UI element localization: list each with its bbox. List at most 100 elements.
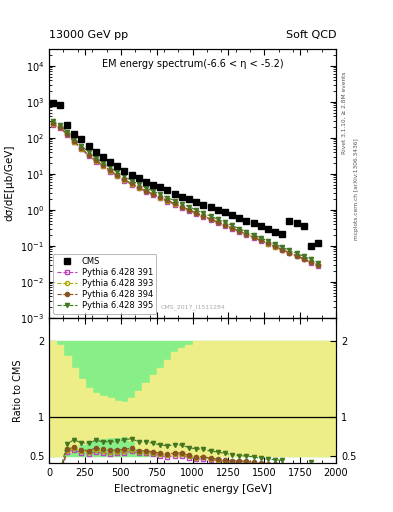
- Pythia 6.428 393: [143, 188, 148, 194]
- Pythia 6.428 393: [187, 207, 191, 213]
- Pythia 6.428 393: [222, 222, 227, 228]
- Pythia 6.428 395: [201, 210, 206, 216]
- Pythia 6.428 393: [180, 204, 184, 210]
- Line: Pythia 6.428 393: Pythia 6.428 393: [51, 122, 320, 267]
- Pythia 6.428 394: [237, 228, 242, 234]
- CMS: [301, 223, 306, 229]
- Pythia 6.428 391: [165, 199, 170, 205]
- CMS: [79, 136, 84, 142]
- Pythia 6.428 393: [158, 195, 163, 201]
- Pythia 6.428 393: [65, 131, 70, 137]
- Pythia 6.428 395: [280, 244, 285, 250]
- CMS: [251, 220, 256, 226]
- Pythia 6.428 395: [86, 149, 91, 155]
- Pythia 6.428 394: [151, 191, 156, 197]
- Pythia 6.428 395: [208, 213, 213, 219]
- CMS: [101, 154, 105, 160]
- Pythia 6.428 394: [222, 222, 227, 228]
- Line: Pythia 6.428 395: Pythia 6.428 395: [51, 119, 320, 265]
- Text: CMS_2017_I1511284: CMS_2017_I1511284: [160, 304, 225, 310]
- Pythia 6.428 395: [294, 250, 299, 257]
- Pythia 6.428 394: [309, 259, 313, 265]
- CMS: [309, 243, 313, 249]
- Text: Soft QCD: Soft QCD: [286, 30, 336, 40]
- CMS: [287, 218, 292, 224]
- CMS: [57, 102, 62, 108]
- Pythia 6.428 394: [180, 204, 184, 210]
- Pythia 6.428 395: [187, 204, 191, 210]
- Pythia 6.428 391: [194, 210, 198, 217]
- Pythia 6.428 395: [65, 129, 70, 135]
- CMS: [165, 187, 170, 194]
- CMS: [208, 204, 213, 210]
- CMS: [129, 173, 134, 179]
- Pythia 6.428 391: [309, 260, 313, 266]
- Pythia 6.428 394: [122, 176, 127, 182]
- Pythia 6.428 393: [244, 231, 249, 237]
- Pythia 6.428 391: [273, 244, 277, 250]
- CMS: [122, 168, 127, 174]
- Pythia 6.428 393: [136, 185, 141, 191]
- Pythia 6.428 395: [301, 253, 306, 260]
- Pythia 6.428 395: [258, 234, 263, 241]
- CMS: [172, 190, 177, 197]
- Pythia 6.428 393: [215, 219, 220, 225]
- Pythia 6.428 393: [294, 253, 299, 259]
- Pythia 6.428 391: [79, 146, 84, 153]
- Pythia 6.428 394: [79, 145, 84, 151]
- Pythia 6.428 395: [122, 173, 127, 179]
- Pythia 6.428 395: [287, 247, 292, 253]
- CMS: [266, 226, 270, 232]
- Pythia 6.428 394: [251, 234, 256, 240]
- CMS: [237, 215, 242, 221]
- Pythia 6.428 393: [79, 145, 84, 152]
- CMS: [50, 100, 55, 106]
- Pythia 6.428 395: [230, 222, 234, 228]
- Pythia 6.428 394: [280, 246, 285, 252]
- Pythia 6.428 394: [50, 120, 55, 126]
- Pythia 6.428 391: [72, 139, 77, 145]
- CMS: [316, 240, 320, 246]
- Pythia 6.428 391: [57, 125, 62, 131]
- Pythia 6.428 391: [50, 122, 55, 128]
- Pythia 6.428 393: [165, 198, 170, 204]
- Pythia 6.428 394: [115, 172, 119, 178]
- Pythia 6.428 395: [180, 201, 184, 207]
- CMS: [201, 202, 206, 208]
- Pythia 6.428 393: [208, 216, 213, 222]
- Y-axis label: dσ/dE[μb/GeV]: dσ/dE[μb/GeV]: [5, 145, 15, 222]
- CMS: [86, 143, 91, 149]
- Pythia 6.428 395: [316, 260, 320, 266]
- Pythia 6.428 394: [72, 138, 77, 144]
- Pythia 6.428 391: [244, 231, 249, 238]
- Pythia 6.428 394: [273, 243, 277, 249]
- Pythia 6.428 393: [122, 177, 127, 183]
- Pythia 6.428 394: [94, 157, 98, 163]
- Pythia 6.428 395: [251, 231, 256, 238]
- Pythia 6.428 391: [108, 168, 112, 175]
- Pythia 6.428 394: [57, 124, 62, 130]
- Pythia 6.428 395: [57, 122, 62, 128]
- Pythia 6.428 393: [108, 168, 112, 174]
- Pythia 6.428 391: [158, 195, 163, 201]
- CMS: [230, 212, 234, 218]
- Pythia 6.428 391: [230, 226, 234, 232]
- Pythia 6.428 394: [165, 197, 170, 203]
- Pythia 6.428 394: [287, 249, 292, 255]
- Pythia 6.428 393: [86, 152, 91, 158]
- Y-axis label: Ratio to CMS: Ratio to CMS: [13, 359, 23, 422]
- CMS: [115, 163, 119, 169]
- Pythia 6.428 391: [136, 185, 141, 191]
- Pythia 6.428 394: [316, 262, 320, 268]
- CMS: [72, 131, 77, 137]
- Pythia 6.428 395: [172, 198, 177, 204]
- Pythia 6.428 394: [136, 184, 141, 190]
- Pythia 6.428 393: [266, 241, 270, 247]
- Pythia 6.428 391: [294, 253, 299, 260]
- CMS: [180, 194, 184, 200]
- Pythia 6.428 393: [57, 124, 62, 131]
- Pythia 6.428 394: [201, 213, 206, 219]
- Pythia 6.428 394: [258, 237, 263, 243]
- CMS: [108, 158, 112, 164]
- CMS: [294, 220, 299, 226]
